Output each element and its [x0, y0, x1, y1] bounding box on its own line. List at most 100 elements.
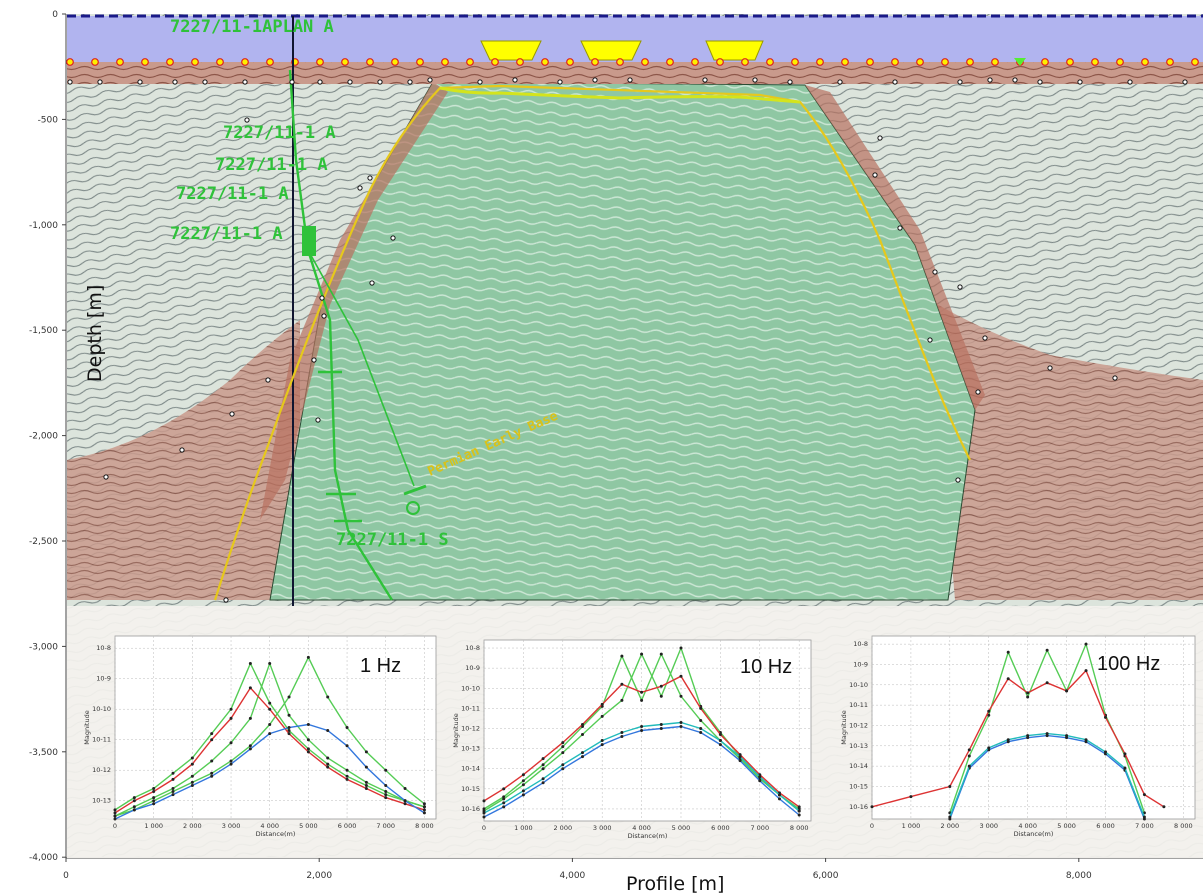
inset-data-point — [541, 763, 545, 767]
inset-data-point — [600, 743, 604, 747]
inset-data-point — [1084, 642, 1088, 646]
receiver-dot — [1066, 58, 1074, 66]
inset-data-point — [679, 724, 683, 728]
inset-y-tick: 10-9 — [96, 675, 111, 683]
y-tick-label: 0 — [52, 10, 58, 20]
interpretation-nodes — [67, 77, 1188, 603]
inset-x-label: Distance(m) — [1014, 830, 1054, 838]
inset-data-point — [1045, 648, 1049, 652]
inset-data-point — [422, 805, 426, 809]
inset-x-tick: 3 000 — [222, 822, 241, 830]
interp-node — [242, 79, 248, 85]
y-tick-label: -2,500 — [29, 537, 58, 547]
interp-node — [315, 417, 321, 423]
inset-y-tick: 10-15 — [849, 782, 868, 790]
inset-data-point — [679, 694, 683, 698]
inset-data-point — [600, 702, 604, 706]
inset-x-tick: 1 000 — [902, 822, 921, 830]
inset-x-tick: 4 000 — [632, 824, 651, 832]
receiver-dot — [241, 58, 249, 66]
inset-x-tick: 4 000 — [260, 822, 279, 830]
inset-x-tick: 0 — [113, 822, 117, 830]
inset-data-point — [132, 799, 136, 803]
inset-data-point — [171, 777, 175, 781]
inset-data-point — [797, 813, 801, 817]
receiver-dot — [341, 58, 349, 66]
inset-x-tick: 1 000 — [144, 822, 163, 830]
x-ticks: 0 2,000 4,000 6,000 8,000 — [63, 858, 1092, 881]
interp-node — [1112, 375, 1118, 381]
inset-data-point — [870, 805, 874, 809]
interp-node — [97, 79, 103, 85]
inset-data-point — [364, 783, 368, 787]
inset-x-tick: 2 000 — [941, 822, 960, 830]
receiver-dot — [616, 58, 624, 66]
inset-data-point — [345, 777, 349, 781]
receiver-dot — [416, 58, 424, 66]
well-path — [307, 249, 415, 487]
inset-data-point — [1084, 669, 1088, 673]
inset-x-tick: 0 — [482, 824, 486, 832]
inset-data-point — [1065, 734, 1069, 738]
inset-data-point — [561, 745, 565, 749]
inset-data-point — [521, 773, 525, 777]
inset-data-point — [248, 661, 252, 665]
inset-x-tick: 2 000 — [183, 822, 202, 830]
inset-data-point — [521, 793, 525, 797]
y-tick-label: -2,000 — [29, 432, 58, 442]
inset-data-point — [561, 751, 565, 755]
inset-data-point — [640, 729, 644, 732]
interp-node — [390, 235, 396, 241]
inset-data-point — [190, 780, 194, 784]
inset-data-point — [364, 787, 368, 790]
inset-data-point — [640, 652, 644, 656]
inset-data-point — [580, 722, 584, 726]
receiver-dot — [841, 58, 849, 66]
shot-marker — [580, 40, 642, 61]
inset-data-point — [287, 695, 291, 699]
receiver-dot — [91, 58, 99, 66]
inset-data-point — [1006, 738, 1010, 742]
inset-data-point — [210, 771, 214, 775]
inset-data-point — [909, 795, 913, 799]
inset-chart: 0 1 000 2 000 3 000 4 000 5 000 6 000 7 000 8 00… — [83, 635, 437, 838]
inset-data-point — [190, 774, 194, 778]
well-label: 7227/11-1APLAN A — [170, 17, 334, 37]
interp-node — [592, 77, 598, 83]
inset-data-point — [1123, 766, 1127, 770]
inset-data-point — [758, 775, 762, 779]
inset-data-point — [210, 732, 214, 736]
inset-data-point — [306, 750, 310, 754]
receiver-dot — [1091, 58, 1099, 66]
inset-data-point — [152, 802, 156, 806]
well-label: 7227/11-1 A — [170, 224, 283, 244]
inset-data-point — [152, 799, 156, 803]
interp-node — [103, 474, 109, 480]
inset-data-point — [620, 731, 624, 735]
inset-y-tick: 10-14 — [849, 762, 868, 770]
dome-flank-left — [260, 82, 448, 520]
interp-node — [407, 79, 413, 85]
inset-data-point — [210, 759, 214, 763]
horizon-line — [213, 84, 971, 601]
inset-data-point — [171, 771, 175, 775]
interp-node — [877, 135, 883, 141]
inset-data-point — [229, 741, 233, 745]
receiver-dot — [541, 58, 549, 66]
receiver-dot — [1141, 58, 1149, 66]
inset-y-tick: 10-11 — [92, 736, 111, 744]
inset-data-point — [113, 814, 117, 818]
shallow-sediment-strip — [67, 62, 1203, 84]
well-tick — [403, 484, 427, 496]
inset-data-point — [640, 690, 644, 694]
receiver-dot — [966, 58, 974, 66]
inset-data-point — [171, 787, 175, 790]
inset-data-point — [718, 733, 722, 737]
inset-data-point — [132, 796, 136, 800]
well-label: 7227/11-1 A — [215, 155, 328, 175]
inset-y-tick: 10-10 — [92, 705, 111, 713]
inset-data-point — [679, 646, 683, 650]
y-ticks: 0 -500 -1,000 -1,500 -2,000 -2,500 -3,000 -3,50… — [29, 10, 66, 863]
inset-data-point — [403, 802, 407, 806]
shot-marker — [705, 40, 764, 61]
